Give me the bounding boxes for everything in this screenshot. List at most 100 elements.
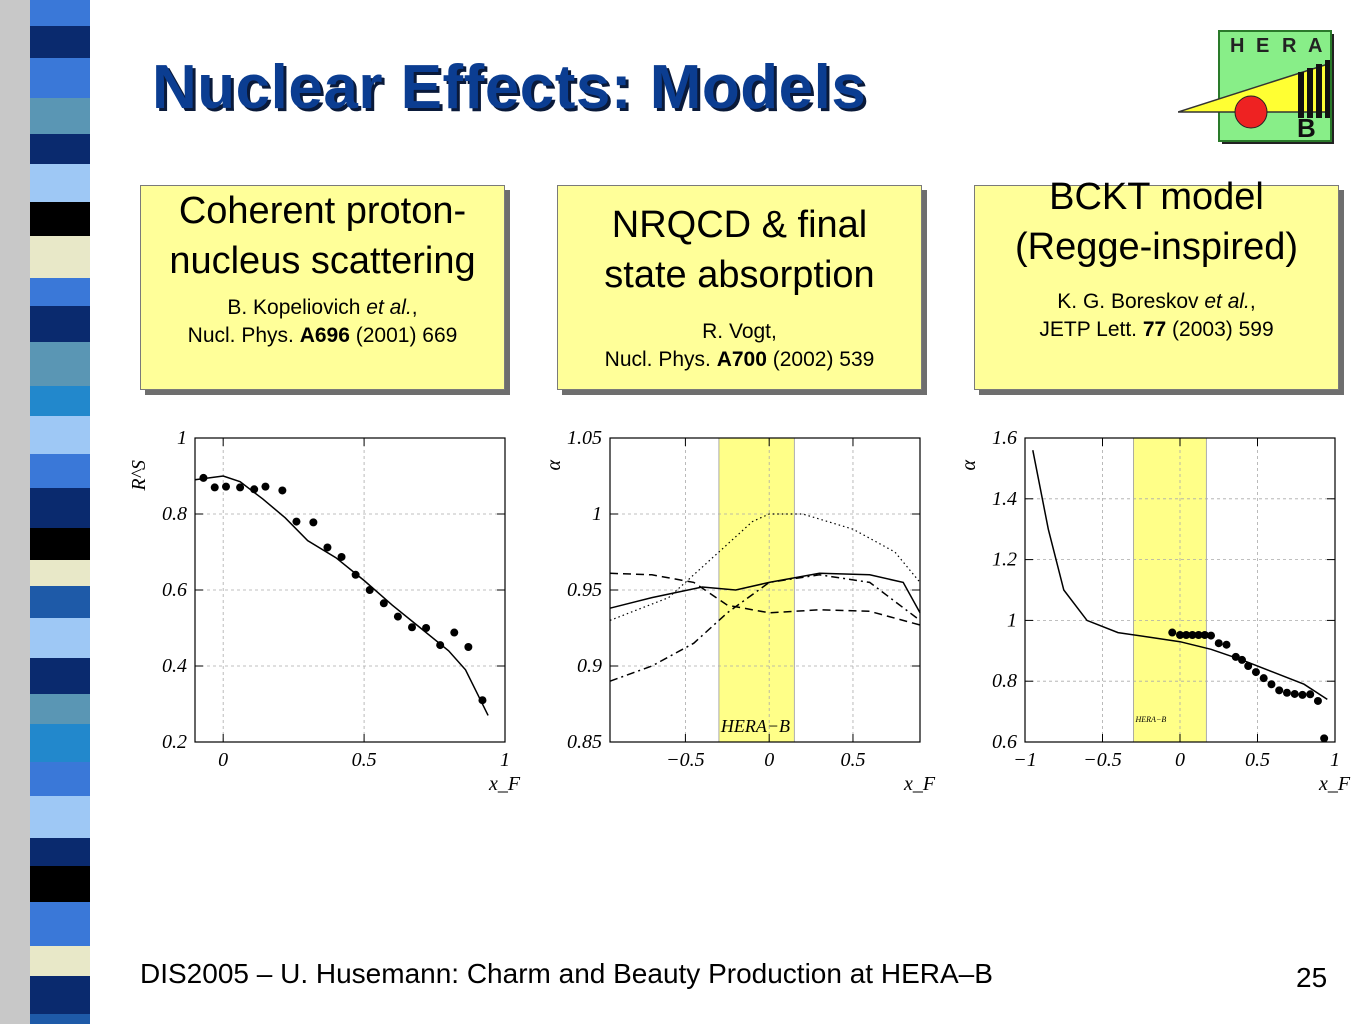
stripe-block	[30, 488, 90, 528]
y-tick-label: 0.95	[567, 579, 602, 601]
y-tick-label: 0.8	[162, 503, 187, 525]
data-point	[199, 473, 208, 482]
x-tick-label: 1	[500, 749, 510, 771]
stripe-block	[30, 454, 90, 488]
data-point	[1222, 640, 1231, 649]
model-title-line: nucleus scattering	[169, 240, 476, 282]
model-reference-authors: R. Vogt,	[702, 320, 777, 343]
stripe-block	[0, 58, 30, 98]
x-tick-label: 0	[1175, 749, 1185, 771]
data-point	[478, 696, 487, 705]
data-point	[250, 485, 259, 494]
data-point	[1188, 630, 1197, 639]
y-tick-label: 0.2	[162, 731, 187, 753]
y-tick-label: 1.2	[992, 549, 1017, 571]
x-tick-label: 0.5	[352, 749, 377, 771]
data-point	[1231, 652, 1240, 661]
stripe-block	[0, 26, 30, 58]
chart-bckt: HERA−B −1 −0.5 0 0.5 1 0.6 0.8 1 1.2 1.4 1.6 α x_F	[958, 427, 1351, 795]
stripe-block	[0, 488, 30, 528]
stripe-block	[30, 658, 90, 694]
data-point	[379, 599, 388, 608]
y-tick-label: 0.85	[567, 731, 602, 753]
series-line-dashdot	[609, 574, 921, 682]
x-tick-label: 0.5	[1245, 749, 1270, 771]
data-point	[464, 643, 473, 651]
y-tick-label: 0.6	[162, 579, 187, 601]
stripe-block	[0, 98, 30, 134]
stripe-block	[30, 528, 90, 560]
stripe-block	[0, 902, 30, 946]
data-point	[309, 518, 318, 527]
y-tick-label: 1.05	[567, 427, 602, 449]
data-point	[323, 543, 332, 552]
data-point	[1214, 639, 1223, 648]
stripe-block	[30, 164, 90, 202]
stripe-block	[30, 1014, 90, 1024]
data-point	[365, 586, 374, 594]
stripe-block	[30, 618, 90, 658]
data-point	[436, 641, 445, 650]
y-axis-label: R^S	[128, 460, 150, 492]
data-point	[1176, 630, 1184, 639]
model-title-line: NRQCD & final	[611, 204, 868, 246]
model-reference-authors: K. G. Boreskov et al.,	[1057, 290, 1256, 313]
model-reference-journal: Nucl. Phys. A696 (2001) 669	[187, 324, 458, 347]
stripe-block	[0, 762, 30, 796]
stripe-block	[30, 946, 90, 976]
data-point	[1182, 630, 1191, 639]
y-tick-label: 1	[592, 503, 602, 525]
data-point	[1306, 690, 1315, 699]
y-tick-label: 1.4	[992, 488, 1017, 510]
stripe-block	[0, 528, 30, 560]
stripe-block	[0, 236, 30, 278]
stripe-block	[30, 306, 90, 342]
data-point	[1251, 668, 1260, 677]
band-label: HERA−B	[1135, 715, 1167, 724]
page-number: 25	[1296, 962, 1328, 993]
series-line-solid	[609, 572, 921, 614]
data-point	[1259, 674, 1268, 683]
logo-letter: R	[1282, 35, 1297, 57]
x-tick-label: 0	[764, 749, 774, 771]
stripe-block	[0, 306, 30, 342]
stripe-block	[0, 586, 30, 618]
stripe-block	[0, 724, 30, 762]
data-point	[408, 623, 416, 632]
chart-nrqcd: HERA−B −0.5 0 0.5 0.85 0.9 0.95 1 1.05α x_F	[543, 427, 936, 795]
data-point	[422, 624, 431, 632]
y-tick-label: 0.6	[992, 731, 1017, 753]
data-point	[1238, 655, 1246, 664]
data-point	[292, 517, 301, 526]
model-curve	[1032, 450, 1328, 701]
stripe-block	[0, 454, 30, 488]
stripe-block	[30, 342, 90, 386]
data-point	[450, 628, 459, 637]
stripe-block	[0, 618, 30, 658]
hera-b-band	[1133, 437, 1207, 743]
stripe-block	[30, 386, 90, 416]
stripe-block	[0, 560, 30, 586]
data-point	[1200, 630, 1209, 639]
model-reference-journal: Nucl. Phys. A700 (2002) 539	[604, 348, 875, 371]
stripe-block	[30, 976, 90, 1014]
x-tick-label: −0.5	[1083, 749, 1122, 771]
footer-text: DIS2005 – U. Husemann: Charm and Beauty …	[140, 958, 993, 989]
stripe-block	[30, 236, 90, 278]
slide-title: Nuclear Effects: Models	[152, 53, 867, 122]
data-point	[1320, 734, 1329, 743]
model-curve	[194, 475, 489, 716]
y-tick-label: 1	[1007, 609, 1017, 631]
model-box-bckt: BCKT model (Regge-inspired) K. G. Boresk…	[974, 176, 1339, 390]
stripe-block	[0, 386, 30, 416]
data-point	[261, 482, 270, 491]
y-tick-label: 1	[177, 427, 187, 449]
series-line-dotted	[609, 513, 921, 621]
model-title-line: BCKT model	[1049, 176, 1264, 218]
x-tick-label: 1	[1330, 749, 1340, 771]
stripe-block	[30, 586, 90, 618]
data-point	[1168, 628, 1177, 637]
data-point	[1290, 689, 1299, 698]
x-tick-label: −1	[1013, 749, 1037, 771]
stripe-block	[0, 0, 30, 26]
